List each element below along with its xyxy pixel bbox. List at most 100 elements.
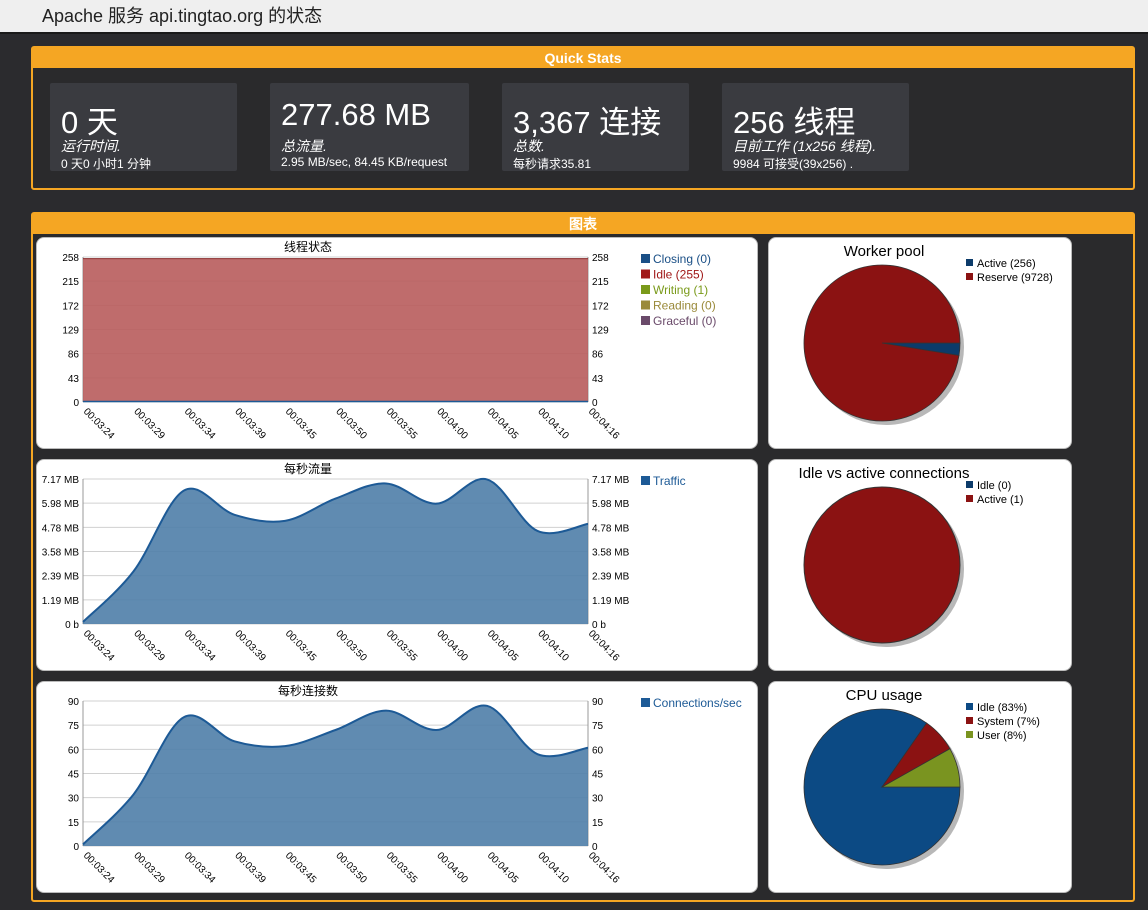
- y-tick-label-right: 4.78 MB: [592, 523, 630, 534]
- pie-slice: [803, 486, 961, 644]
- x-tick-label: 00:04:00: [434, 850, 470, 886]
- x-tick-label: 00:04:10: [535, 406, 571, 442]
- idle-active-chart-card: Idle vs active connections Idle (0) Active…: [768, 459, 1072, 671]
- pie-legend-label: Idle (0): [977, 480, 1011, 492]
- pie-slice: [880, 748, 961, 788]
- y-tick-label-right: 172: [592, 301, 609, 312]
- pie-title: Worker pool: [844, 243, 925, 260]
- area-1: [83, 478, 588, 624]
- stat-card-uptime: 0 天 运行时间. 0 天0 小时1 分钟: [50, 83, 237, 171]
- y-tick-label-right: 0: [592, 398, 598, 409]
- x-tick-label: 00:03:24: [81, 628, 117, 664]
- y-tick-label-right: 258: [592, 253, 609, 264]
- y-tick-label-left: 7.17 MB: [42, 475, 80, 486]
- y-tick-label-left: 75: [68, 721, 80, 732]
- x-tick-label: 00:04:05: [485, 406, 521, 442]
- charts-header: 图表: [33, 214, 1133, 234]
- y-tick-label-left: 0: [73, 842, 79, 853]
- stat-card-threads: 256 线程 目前工作 (1x256 线程). 9984 可接受(39x256)…: [722, 83, 909, 171]
- page-header: Apache 服务 api.tingtao.org 的状态: [0, 0, 1148, 34]
- pie-legend-swatch: [966, 273, 973, 280]
- legend-swatch: [641, 698, 650, 707]
- chart-title: 线程状态: [284, 239, 332, 254]
- y-tick-label-left: 15: [68, 818, 80, 829]
- y-tick-label-left: 5.98 MB: [42, 499, 80, 510]
- x-tick-label: 00:03:55: [384, 628, 420, 664]
- pie-legend-swatch: [966, 703, 973, 710]
- x-tick-label: 00:03:34: [182, 406, 218, 442]
- x-tick-label: 00:03:34: [182, 628, 218, 664]
- thread-status-chart-card: 线程状态 258 258 215 215 172 172 129 129 86 86 43 43 0 0 00…: [36, 237, 758, 449]
- uptime-label: 运行时间.: [61, 138, 121, 154]
- legend-swatch: [641, 316, 650, 325]
- y-tick-label-right: 75: [592, 721, 604, 732]
- y-tick-label-left: 258: [62, 253, 79, 264]
- x-tick-label: 00:03:29: [131, 850, 167, 886]
- stat-card-connections: 3,367 连接 总数. 每秒请求35.81: [502, 83, 689, 171]
- legend-swatch: [641, 300, 650, 310]
- x-tick-label: 00:03:55: [384, 850, 420, 886]
- traffic-label: 总流量.: [281, 138, 327, 154]
- x-tick-label: 00:04:05: [485, 850, 521, 886]
- y-tick-label-left: 0 b: [65, 620, 79, 631]
- x-tick-label: 00:03:24: [81, 850, 117, 886]
- traffic-chart-card: 每秒流量 7.17 MB 7.17 MB 5.98 MB 5.98 MB 4.78 MB 4…: [36, 459, 758, 671]
- traffic-chart: 每秒流量 7.17 MB 7.17 MB 5.98 MB 5.98 MB 4.78 MB 4…: [42, 461, 686, 664]
- pie-legend-swatch: [966, 717, 973, 724]
- pie-legend-swatch: [966, 495, 973, 502]
- connections-detail: 每秒请求35.81: [513, 157, 592, 171]
- x-tick-label: 00:04:16: [586, 628, 622, 664]
- chart-title: 每秒连接数: [278, 683, 338, 698]
- legend-swatch: [641, 476, 650, 485]
- y-tick-label-right: 7.17 MB: [592, 475, 630, 486]
- y-tick-label-right: 0 b: [592, 620, 606, 631]
- x-tick-label: 00:03:39: [232, 850, 268, 886]
- y-tick-label-left: 2.39 MB: [42, 572, 80, 583]
- y-tick-label-left: 3.58 MB: [42, 548, 80, 559]
- pie-legend-label: Active (1): [977, 494, 1023, 506]
- pie-legend-swatch: [966, 481, 973, 488]
- traffic-detail: 2.95 MB/sec, 84.45 KB/request: [281, 155, 448, 169]
- y-tick-label-right: 5.98 MB: [592, 499, 630, 510]
- pie-legend-label: User (8%): [977, 730, 1027, 742]
- pie-legend-label: Idle (83%): [977, 702, 1027, 714]
- worker-pool-chart: Worker pool Active (256) Reserve (9728): [803, 243, 1053, 425]
- legend-swatch: [641, 269, 650, 279]
- pie-legend-label: System (7%): [977, 716, 1040, 728]
- threads-value: 256 线程: [733, 105, 856, 140]
- area-2: [83, 705, 588, 846]
- x-tick-label: 00:04:05: [485, 628, 521, 664]
- y-tick-label-left: 129: [62, 326, 79, 337]
- x-tick-label: 00:03:45: [283, 628, 319, 664]
- y-tick-label-right: 3.58 MB: [592, 548, 630, 559]
- connections-label: 总数.: [513, 138, 545, 154]
- y-tick-label-left: 43: [68, 374, 80, 385]
- line-1: [82, 478, 589, 623]
- x-tick-label: 00:03:50: [333, 850, 369, 886]
- x-tick-label: 00:03:39: [232, 406, 268, 442]
- y-tick-label-left: 45: [68, 770, 80, 781]
- connections-chart-card: 每秒连接数 90 90 75 75 60 60 45 45 30 30 15 15 0 0 00:03:24 0…: [36, 681, 758, 893]
- x-tick-label: 00:04:00: [434, 628, 470, 664]
- worker-pool-chart-card: Worker pool Active (256) Reserve (9728): [768, 237, 1072, 449]
- x-tick-label: 00:03:34: [182, 850, 218, 886]
- pie-title: CPU usage: [846, 687, 923, 704]
- legend-label: Traffic: [653, 474, 686, 488]
- y-tick-label-right: 45: [592, 770, 604, 781]
- legend-label: Graceful (0): [653, 314, 716, 328]
- stat-card-traffic: 277.68 MB 总流量. 2.95 MB/sec, 84.45 KB/req…: [270, 83, 469, 171]
- y-tick-label-left: 90: [68, 697, 80, 708]
- y-tick-label-right: 215: [592, 277, 609, 288]
- x-tick-label: 00:03:50: [333, 406, 369, 442]
- line-2: [82, 704, 589, 846]
- y-tick-label-right: 90: [592, 697, 604, 708]
- pie-legend-label: Active (256): [977, 258, 1036, 270]
- x-tick-label: 00:04:16: [586, 850, 622, 886]
- x-tick-label: 00:03:55: [384, 406, 420, 442]
- y-tick-label-left: 215: [62, 277, 79, 288]
- area-idle: [83, 258, 588, 402]
- connections-value: 3,367 连接: [513, 105, 662, 140]
- chart-title: 每秒流量: [284, 461, 332, 476]
- cpu-usage-chart: CPU usage Idle (83%) System (7%) User (8%): [803, 687, 1040, 869]
- legend-label: Connections/sec: [653, 696, 742, 710]
